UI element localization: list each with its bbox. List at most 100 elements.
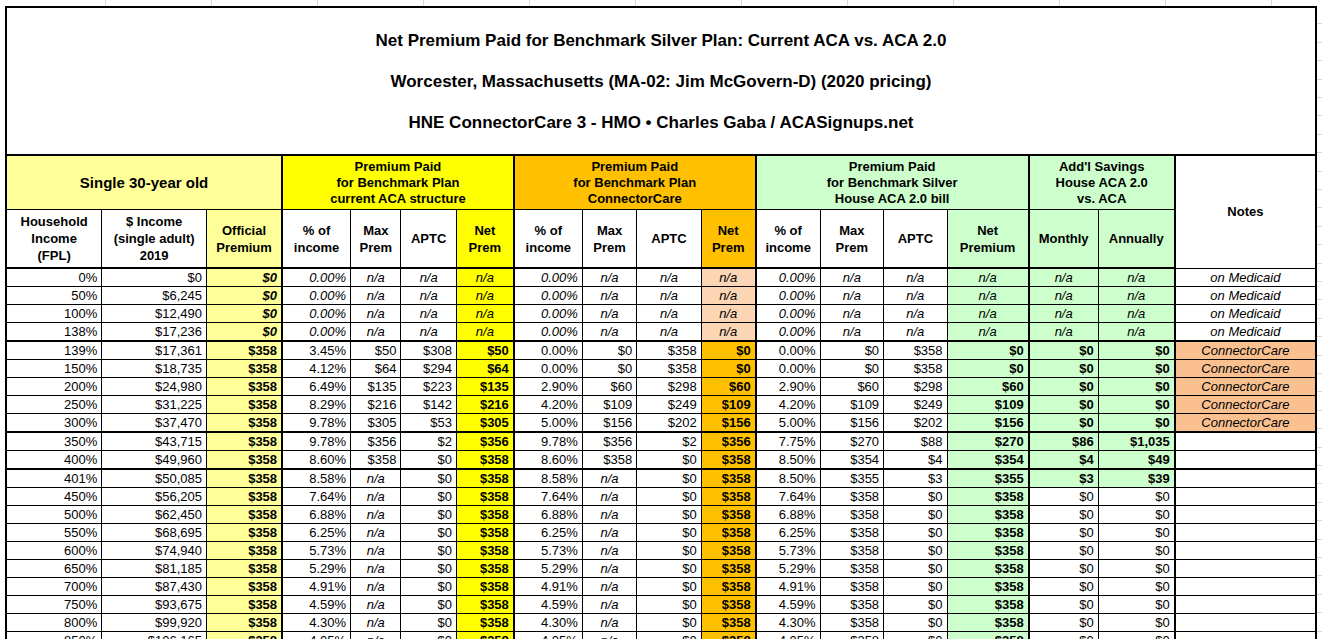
cell-note: on Medicaid	[1175, 305, 1316, 323]
cell-s2-net: $358	[701, 560, 755, 578]
cell-savings-monthly: $0	[1029, 632, 1099, 639]
cell-s2-max: n/a	[582, 323, 636, 342]
cell-fpl: 650%	[6, 560, 102, 578]
cell-s3-net: n/a	[947, 323, 1029, 342]
cell-s3-pct: 7.75%	[756, 432, 820, 451]
cell-s3-pct: 4.20%	[756, 396, 820, 414]
cell-s3-pct: 8.50%	[756, 469, 820, 488]
cell-income: $99,920	[102, 614, 207, 632]
cell-note: on Medicaid	[1175, 268, 1316, 287]
cell-s3-aptc: n/a	[884, 268, 947, 287]
table-row: 0%$0$00.00%n/an/an/a0.00%n/an/an/a0.00%n…	[6, 268, 1316, 287]
cell-savings-monthly: $0	[1029, 414, 1099, 433]
cell-s1-pct: 4.59%	[282, 596, 351, 614]
cell-note	[1175, 506, 1316, 524]
cell-s3-aptc: $0	[884, 506, 947, 524]
cell-savings-monthly: $0	[1029, 506, 1099, 524]
column-header-s2-aptc: APTC	[637, 210, 701, 269]
cell-savings-annually: n/a	[1098, 287, 1175, 305]
cell-s1-net: $135	[456, 378, 513, 396]
premium-comparison-table: Net Premium Paid for Benchmark Silver Pl…	[5, 6, 1317, 639]
cell-s3-net: $0	[947, 360, 1029, 378]
cell-official-premium: $358	[207, 614, 283, 632]
cell-s2-max: n/a	[582, 287, 636, 305]
cell-s3-net: $0	[947, 341, 1029, 360]
cell-s3-max: $358	[820, 596, 883, 614]
cell-s3-pct: 4.91%	[756, 578, 820, 596]
cell-s2-aptc: $0	[637, 469, 701, 488]
cell-s3-max: $358	[820, 560, 883, 578]
cell-s1-max: n/a	[351, 596, 401, 614]
cell-s3-pct: 2.90%	[756, 378, 820, 396]
table-row: 700%$87,430$3584.91%n/a$0$3584.91%n/a$0$…	[6, 578, 1316, 596]
column-header-s1-max: Max Prem	[351, 210, 401, 269]
cell-s3-pct: 5.29%	[756, 560, 820, 578]
cell-note	[1175, 578, 1316, 596]
cell-savings-monthly: n/a	[1029, 287, 1099, 305]
cell-s1-net: $358	[456, 451, 513, 470]
cell-s2-net: $0	[701, 341, 755, 360]
cell-s2-net: $0	[701, 360, 755, 378]
cell-s1-net: $358	[456, 560, 513, 578]
cell-s1-aptc: n/a	[401, 287, 456, 305]
cell-official-premium: $358	[207, 432, 283, 451]
cell-savings-monthly: $86	[1029, 432, 1099, 451]
table-body: 0%$0$00.00%n/an/an/a0.00%n/an/an/a0.00%n…	[6, 268, 1316, 639]
cell-note	[1175, 469, 1316, 488]
cell-s1-pct: 7.64%	[282, 488, 351, 506]
cell-income: $74,940	[102, 542, 207, 560]
cell-s2-net: n/a	[701, 268, 755, 287]
cell-s3-max: $358	[820, 614, 883, 632]
cell-s2-aptc: $0	[637, 632, 701, 639]
cell-income: $17,361	[102, 341, 207, 360]
cell-s1-net: $358	[456, 596, 513, 614]
cell-official-premium: $0	[207, 287, 283, 305]
cell-s2-net: $358	[701, 596, 755, 614]
cell-s1-aptc: $2	[401, 432, 456, 451]
cell-s3-aptc: $0	[884, 596, 947, 614]
cell-s3-max: $358	[820, 578, 883, 596]
cell-official-premium: $358	[207, 578, 283, 596]
cell-s3-aptc: $358	[884, 360, 947, 378]
cell-savings-annually: $0	[1098, 578, 1175, 596]
cell-fpl: 550%	[6, 524, 102, 542]
cell-s1-net: $358	[456, 632, 513, 639]
cell-s3-max: $109	[820, 396, 883, 414]
cell-note: ConnectorCare	[1175, 360, 1316, 378]
cell-s1-pct: 9.78%	[282, 414, 351, 433]
cell-savings-monthly: $0	[1029, 378, 1099, 396]
table-row: 200%$24,980$3586.49%$135$223$1352.90%$60…	[6, 378, 1316, 396]
cell-s2-pct: 0.00%	[514, 323, 583, 342]
cell-s3-net: $358	[947, 578, 1029, 596]
cell-s3-net: $358	[947, 560, 1029, 578]
cell-s3-net: $270	[947, 432, 1029, 451]
cell-income: $93,675	[102, 596, 207, 614]
cell-s1-aptc: $0	[401, 578, 456, 596]
cell-s1-max: $135	[351, 378, 401, 396]
cell-s1-aptc: n/a	[401, 268, 456, 287]
cell-official-premium: $358	[207, 451, 283, 470]
cell-fpl: 401%	[6, 469, 102, 488]
cell-s3-pct: 5.73%	[756, 542, 820, 560]
table-row: 350%$43,715$3589.78%$356$2$3569.78%$356$…	[6, 432, 1316, 451]
cell-s2-aptc: $0	[637, 488, 701, 506]
table-row: 850%$106,165$3584.05%n/a$0$3584.05%n/a$0…	[6, 632, 1316, 639]
cell-s1-pct: 4.30%	[282, 614, 351, 632]
cell-official-premium: $358	[207, 341, 283, 360]
cell-s3-net: $358	[947, 488, 1029, 506]
cell-official-premium: $358	[207, 469, 283, 488]
cell-s3-pct: 6.88%	[756, 506, 820, 524]
cell-savings-monthly: $0	[1029, 596, 1099, 614]
cell-s2-pct: 4.20%	[514, 396, 583, 414]
table-row: 450%$56,205$3587.64%n/a$0$3587.64%n/a$0$…	[6, 488, 1316, 506]
cell-s1-net: $358	[456, 542, 513, 560]
cell-s2-net: $358	[701, 632, 755, 639]
cell-s2-aptc: $0	[637, 542, 701, 560]
cell-s2-net: $358	[701, 488, 755, 506]
cell-s1-max: n/a	[351, 578, 401, 596]
cell-note	[1175, 524, 1316, 542]
column-header-official-premium: Official Premium	[207, 210, 283, 269]
section-header-house-aca20: Premium Paid for Benchmark Silver House …	[756, 155, 1029, 210]
cell-official-premium: $0	[207, 305, 283, 323]
cell-s1-pct: 8.58%	[282, 469, 351, 488]
